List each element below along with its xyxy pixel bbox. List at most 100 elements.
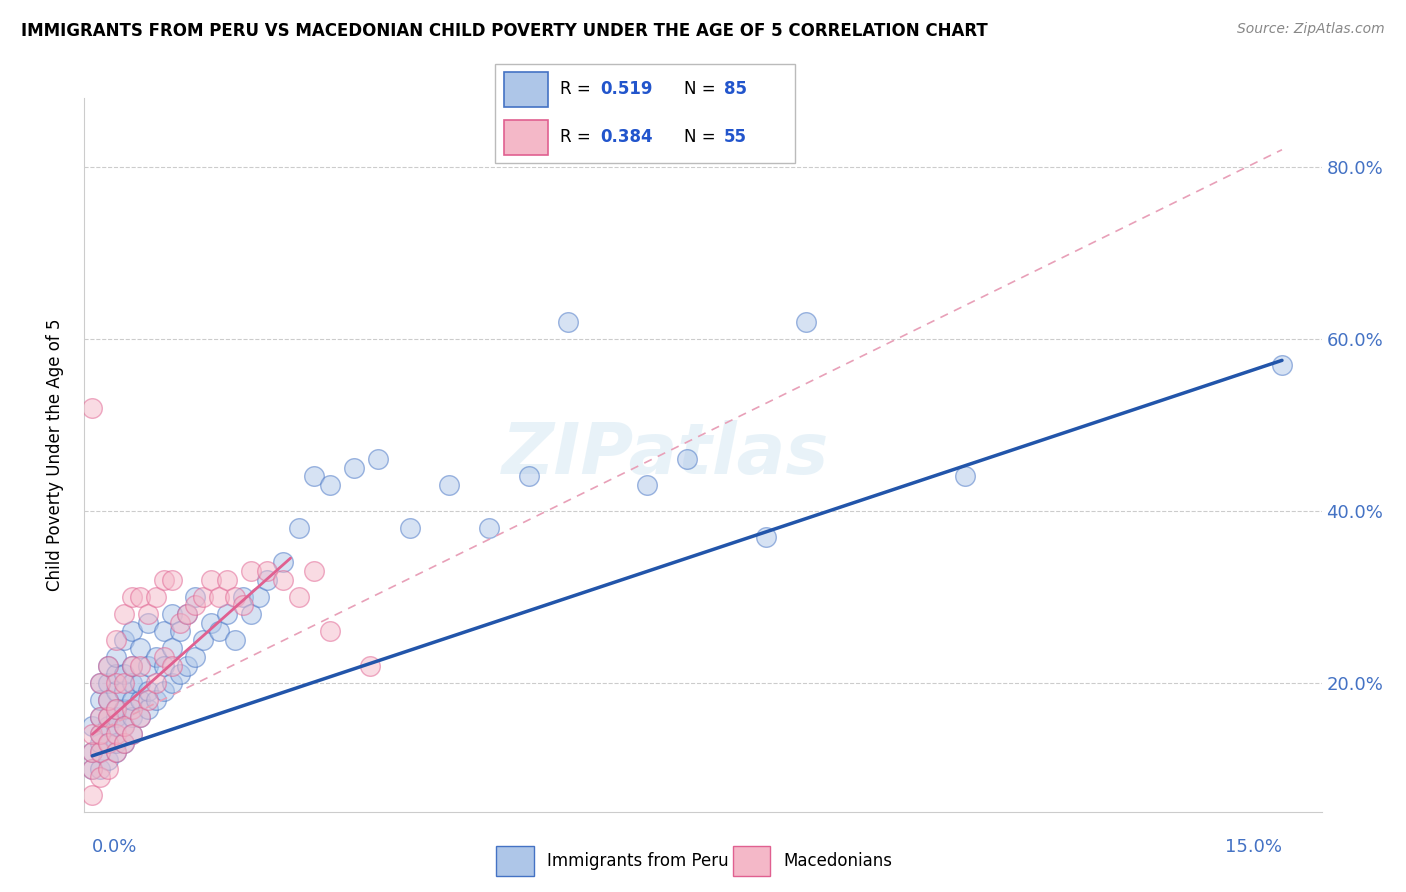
Text: Macedonians: Macedonians bbox=[783, 852, 893, 870]
FancyBboxPatch shape bbox=[505, 120, 548, 155]
Point bbox=[82, 727, 104, 741]
Point bbox=[145, 675, 167, 690]
Point bbox=[152, 658, 174, 673]
Text: ZIPatlas: ZIPatlas bbox=[502, 420, 830, 490]
Point bbox=[193, 632, 215, 647]
Point bbox=[121, 693, 143, 707]
Point bbox=[82, 401, 104, 415]
Point bbox=[160, 573, 183, 587]
Text: IMMIGRANTS FROM PERU VS MACEDONIAN CHILD POVERTY UNDER THE AGE OF 5 CORRELATION : IMMIGRANTS FROM PERU VS MACEDONIAN CHILD… bbox=[21, 22, 988, 40]
Point bbox=[112, 632, 135, 647]
Point bbox=[136, 701, 159, 715]
Point bbox=[121, 710, 143, 724]
Point bbox=[112, 736, 135, 750]
Point bbox=[105, 667, 128, 681]
Point bbox=[794, 315, 817, 329]
Point bbox=[557, 315, 579, 329]
Point bbox=[176, 658, 198, 673]
Point bbox=[755, 530, 778, 544]
Point bbox=[208, 590, 231, 604]
Point bbox=[82, 762, 104, 776]
Point bbox=[319, 478, 342, 492]
Point bbox=[89, 675, 111, 690]
Point bbox=[160, 658, 183, 673]
Point bbox=[304, 564, 326, 578]
Point bbox=[82, 745, 104, 759]
Point bbox=[97, 675, 120, 690]
Point bbox=[121, 658, 143, 673]
Point bbox=[121, 727, 143, 741]
Text: R =: R = bbox=[560, 128, 591, 146]
Text: 0.384: 0.384 bbox=[600, 128, 652, 146]
Point bbox=[97, 753, 120, 767]
Point bbox=[121, 675, 143, 690]
Point bbox=[112, 736, 135, 750]
Point bbox=[97, 693, 120, 707]
Point bbox=[637, 478, 659, 492]
Point bbox=[128, 658, 150, 673]
Point bbox=[478, 521, 501, 535]
Point bbox=[184, 599, 207, 613]
Point bbox=[112, 719, 135, 733]
Point bbox=[105, 632, 128, 647]
Point bbox=[304, 469, 326, 483]
Point bbox=[128, 675, 150, 690]
Point bbox=[128, 590, 150, 604]
Point bbox=[97, 719, 120, 733]
Point bbox=[169, 667, 191, 681]
Point bbox=[256, 573, 278, 587]
Point bbox=[398, 521, 420, 535]
Point bbox=[105, 727, 128, 741]
Point bbox=[128, 710, 150, 724]
Point bbox=[176, 607, 198, 621]
Point bbox=[112, 607, 135, 621]
Text: N =: N = bbox=[683, 80, 716, 98]
Point bbox=[97, 762, 120, 776]
Point bbox=[136, 658, 159, 673]
Point bbox=[152, 684, 174, 698]
Point bbox=[97, 736, 120, 750]
Point bbox=[89, 727, 111, 741]
Point bbox=[112, 719, 135, 733]
Point bbox=[89, 745, 111, 759]
Point bbox=[89, 745, 111, 759]
Point bbox=[437, 478, 460, 492]
Text: Source: ZipAtlas.com: Source: ZipAtlas.com bbox=[1237, 22, 1385, 37]
Point bbox=[89, 727, 111, 741]
Point bbox=[232, 590, 254, 604]
Point bbox=[169, 624, 191, 639]
Point bbox=[160, 607, 183, 621]
Point bbox=[271, 555, 294, 569]
Point bbox=[97, 658, 120, 673]
Point bbox=[82, 745, 104, 759]
Point bbox=[105, 675, 128, 690]
Point bbox=[239, 607, 262, 621]
Point bbox=[89, 693, 111, 707]
Point bbox=[128, 641, 150, 656]
Point bbox=[105, 701, 128, 715]
Point bbox=[112, 684, 135, 698]
Point bbox=[343, 460, 366, 475]
Point bbox=[200, 615, 222, 630]
Point bbox=[105, 745, 128, 759]
Point bbox=[82, 719, 104, 733]
FancyBboxPatch shape bbox=[495, 64, 796, 163]
Point bbox=[184, 590, 207, 604]
Point bbox=[136, 615, 159, 630]
Point bbox=[239, 564, 262, 578]
Point bbox=[128, 693, 150, 707]
Point bbox=[136, 607, 159, 621]
Point bbox=[105, 701, 128, 715]
Point bbox=[112, 675, 135, 690]
Point bbox=[145, 590, 167, 604]
Point bbox=[152, 650, 174, 665]
Point bbox=[136, 684, 159, 698]
Point bbox=[121, 658, 143, 673]
Text: 0.0%: 0.0% bbox=[93, 838, 138, 855]
Point bbox=[89, 770, 111, 784]
Point bbox=[89, 762, 111, 776]
Point bbox=[271, 573, 294, 587]
Point bbox=[676, 452, 699, 467]
Point bbox=[97, 658, 120, 673]
Point bbox=[89, 710, 111, 724]
